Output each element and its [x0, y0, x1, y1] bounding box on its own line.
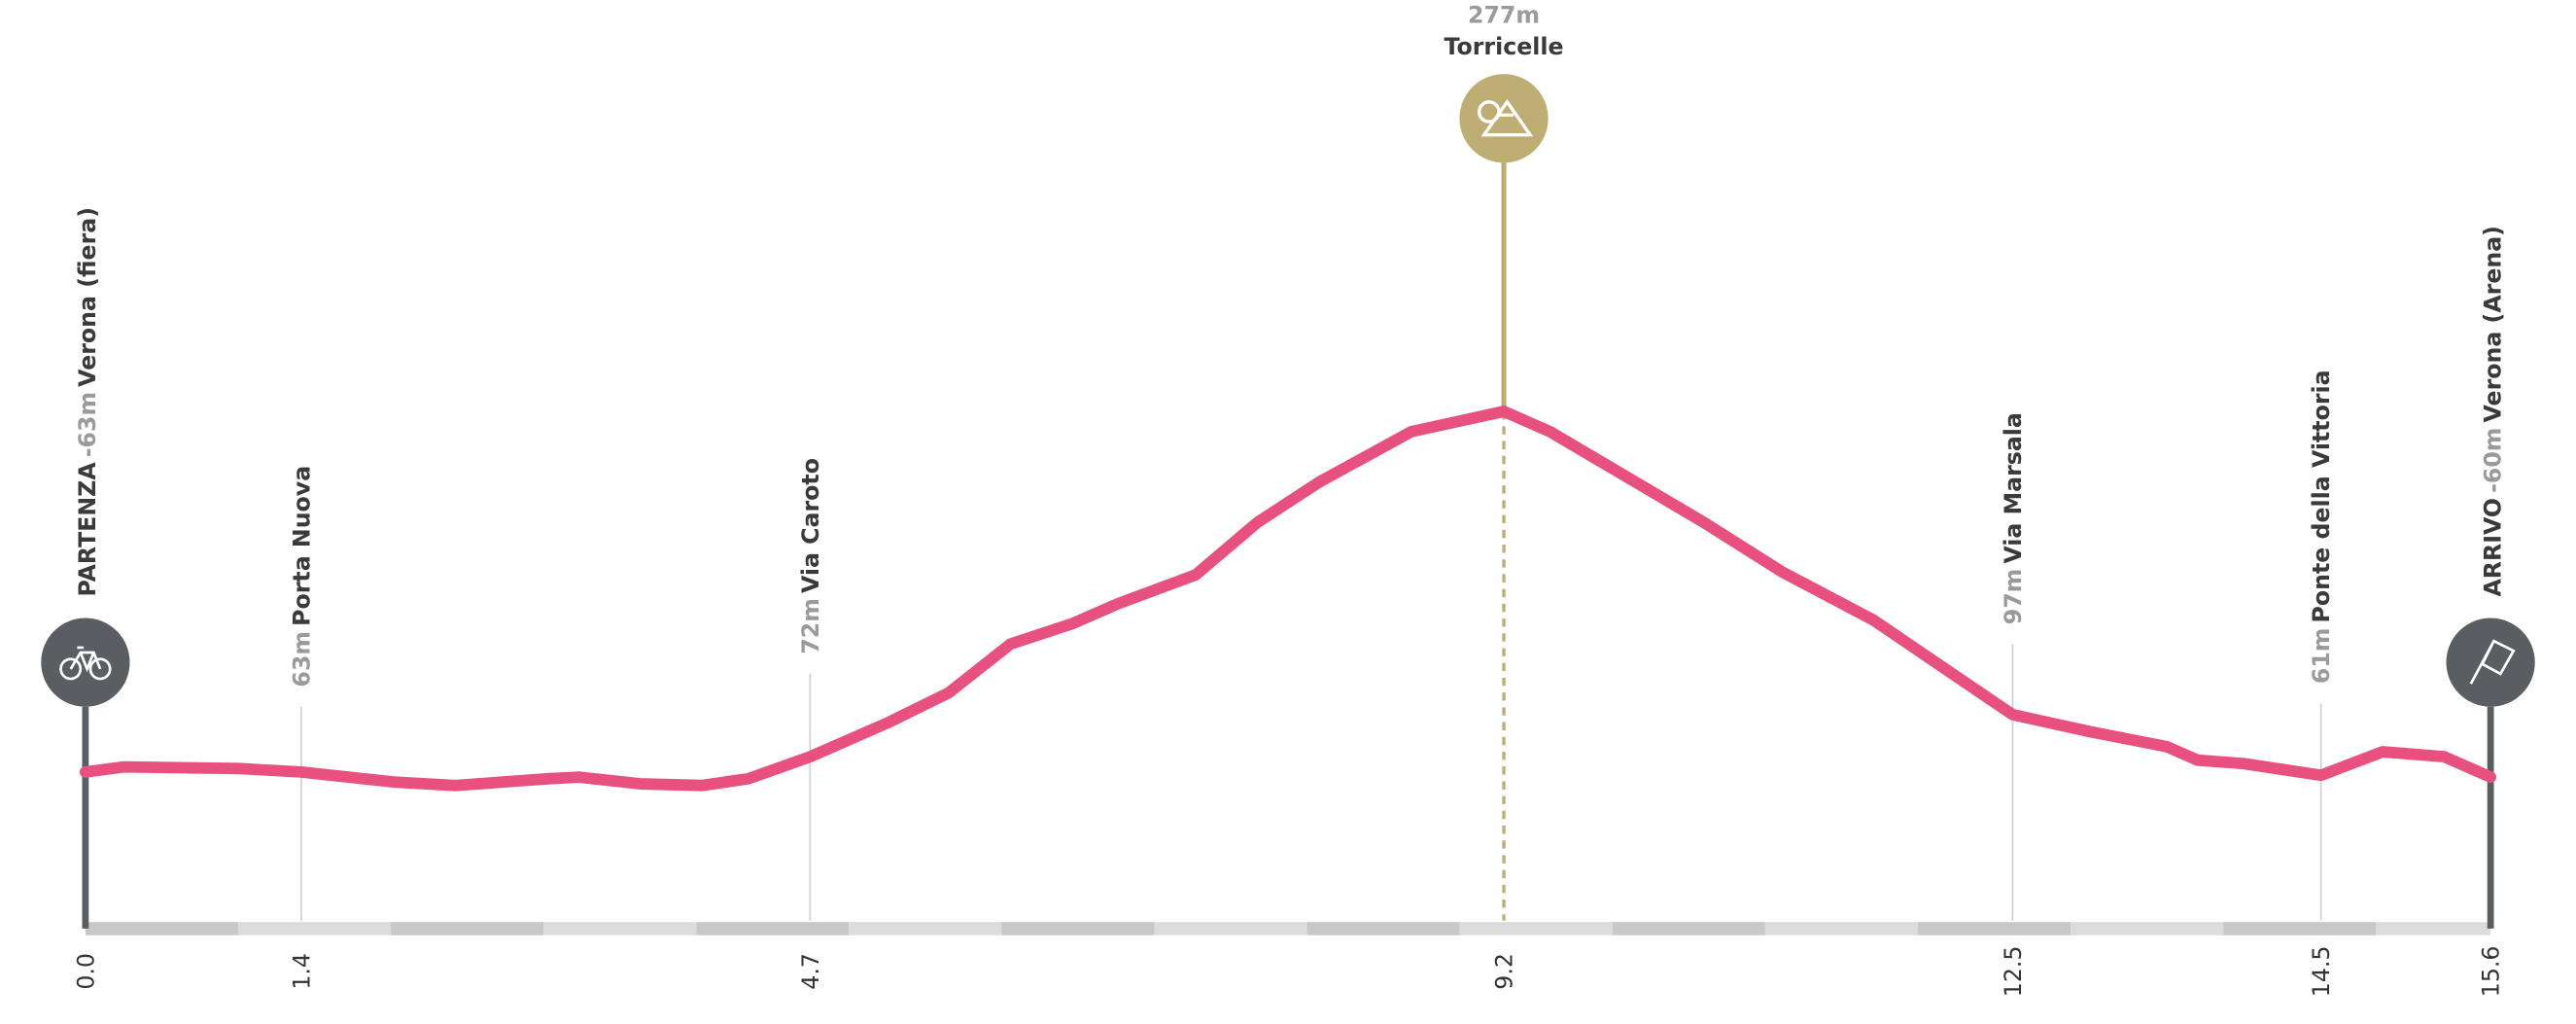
summit-icon — [1459, 74, 1549, 163]
bike-frame — [69, 646, 102, 673]
x-tick-label: 9.2 — [1490, 953, 1517, 990]
profile — [79, 406, 2497, 792]
waypoint-label: 63m Porta Nuova — [288, 466, 315, 688]
flag-glyph — [2469, 639, 2516, 685]
bar-stripe — [237, 922, 392, 936]
bar-stripe — [1459, 922, 1613, 936]
bar-stripe — [2376, 922, 2491, 936]
x-tick-label: 1.4 — [288, 953, 315, 990]
bike-wheel — [59, 657, 83, 681]
waypoint-label: 72m Via Caroto — [797, 458, 824, 654]
summit-elevation: 277m — [1468, 2, 1540, 29]
summit-clock — [1478, 100, 1501, 124]
waypoint-elevation: -63m — [74, 392, 101, 457]
waypoint-name: Ponte della Vittoria — [2308, 370, 2335, 622]
waypoint-elevation: 72m — [797, 598, 824, 654]
waypoint-label: 97m Via Marsala — [2000, 412, 2027, 624]
bar-stripe — [543, 922, 697, 936]
waypoint-label: PARTENZA -63m Verona (fiera) — [74, 207, 101, 597]
waypoint-name: Via Caroto — [797, 458, 824, 593]
bar-stripe — [849, 922, 1002, 936]
bar-stripe — [1154, 922, 1307, 936]
bar-stripe — [1306, 922, 1460, 936]
bar-stripe — [391, 922, 544, 936]
waypoint-tag: ARRIVO — [2479, 498, 2506, 597]
x-tick-label: 14.5 — [2308, 946, 2335, 998]
waypoint-name: Via Marsala — [2000, 412, 2027, 563]
waypoint-label: ARRIVO -60m Verona (Arena) — [2479, 226, 2506, 597]
x-tick-label: 15.6 — [2478, 946, 2505, 998]
marker-icon — [2446, 618, 2535, 707]
bar-stripe — [85, 922, 238, 936]
waypoint-name: Porta Nuova — [288, 466, 315, 626]
x-tick-label: 12.5 — [2000, 946, 2027, 998]
waypoint-name: Verona (Arena) — [2479, 226, 2506, 422]
bar-stripe — [2223, 922, 2377, 936]
waypoint-elevation: 61m — [2308, 628, 2335, 685]
waypoint-name: Verona (fiera) — [74, 207, 101, 387]
bike-wheel — [88, 657, 112, 681]
waypoint-tag: PARTENZA — [74, 462, 101, 597]
bar-stripe — [1612, 922, 1765, 936]
waypoint-elevation: -60m — [2479, 428, 2506, 493]
bar-stripe — [1001, 922, 1155, 936]
waypoint-label: 61m Ponte della Vittoria — [2308, 370, 2335, 684]
waypoint-elevation: 63m — [288, 631, 315, 688]
waypoint-elevation: 97m — [2000, 569, 2027, 625]
summit-name: Torricelle — [1445, 33, 1564, 60]
bar-stripe — [1764, 922, 1919, 936]
guides — [82, 160, 2494, 929]
bar-stripe — [696, 922, 850, 936]
x-tick-label: 0.0 — [72, 953, 99, 990]
x-tick-label: 4.7 — [797, 953, 824, 990]
elevation-line — [79, 406, 2497, 792]
bar-stripe — [2071, 922, 2224, 936]
icons — [41, 74, 2535, 707]
distance-bar — [85, 922, 2491, 936]
labels: 0.0 1.4 4.7 9.2 12.5 14.5 15.6 PARTENZA -63m Vero… — [72, 2, 2506, 998]
bar-stripe — [1918, 922, 2071, 936]
